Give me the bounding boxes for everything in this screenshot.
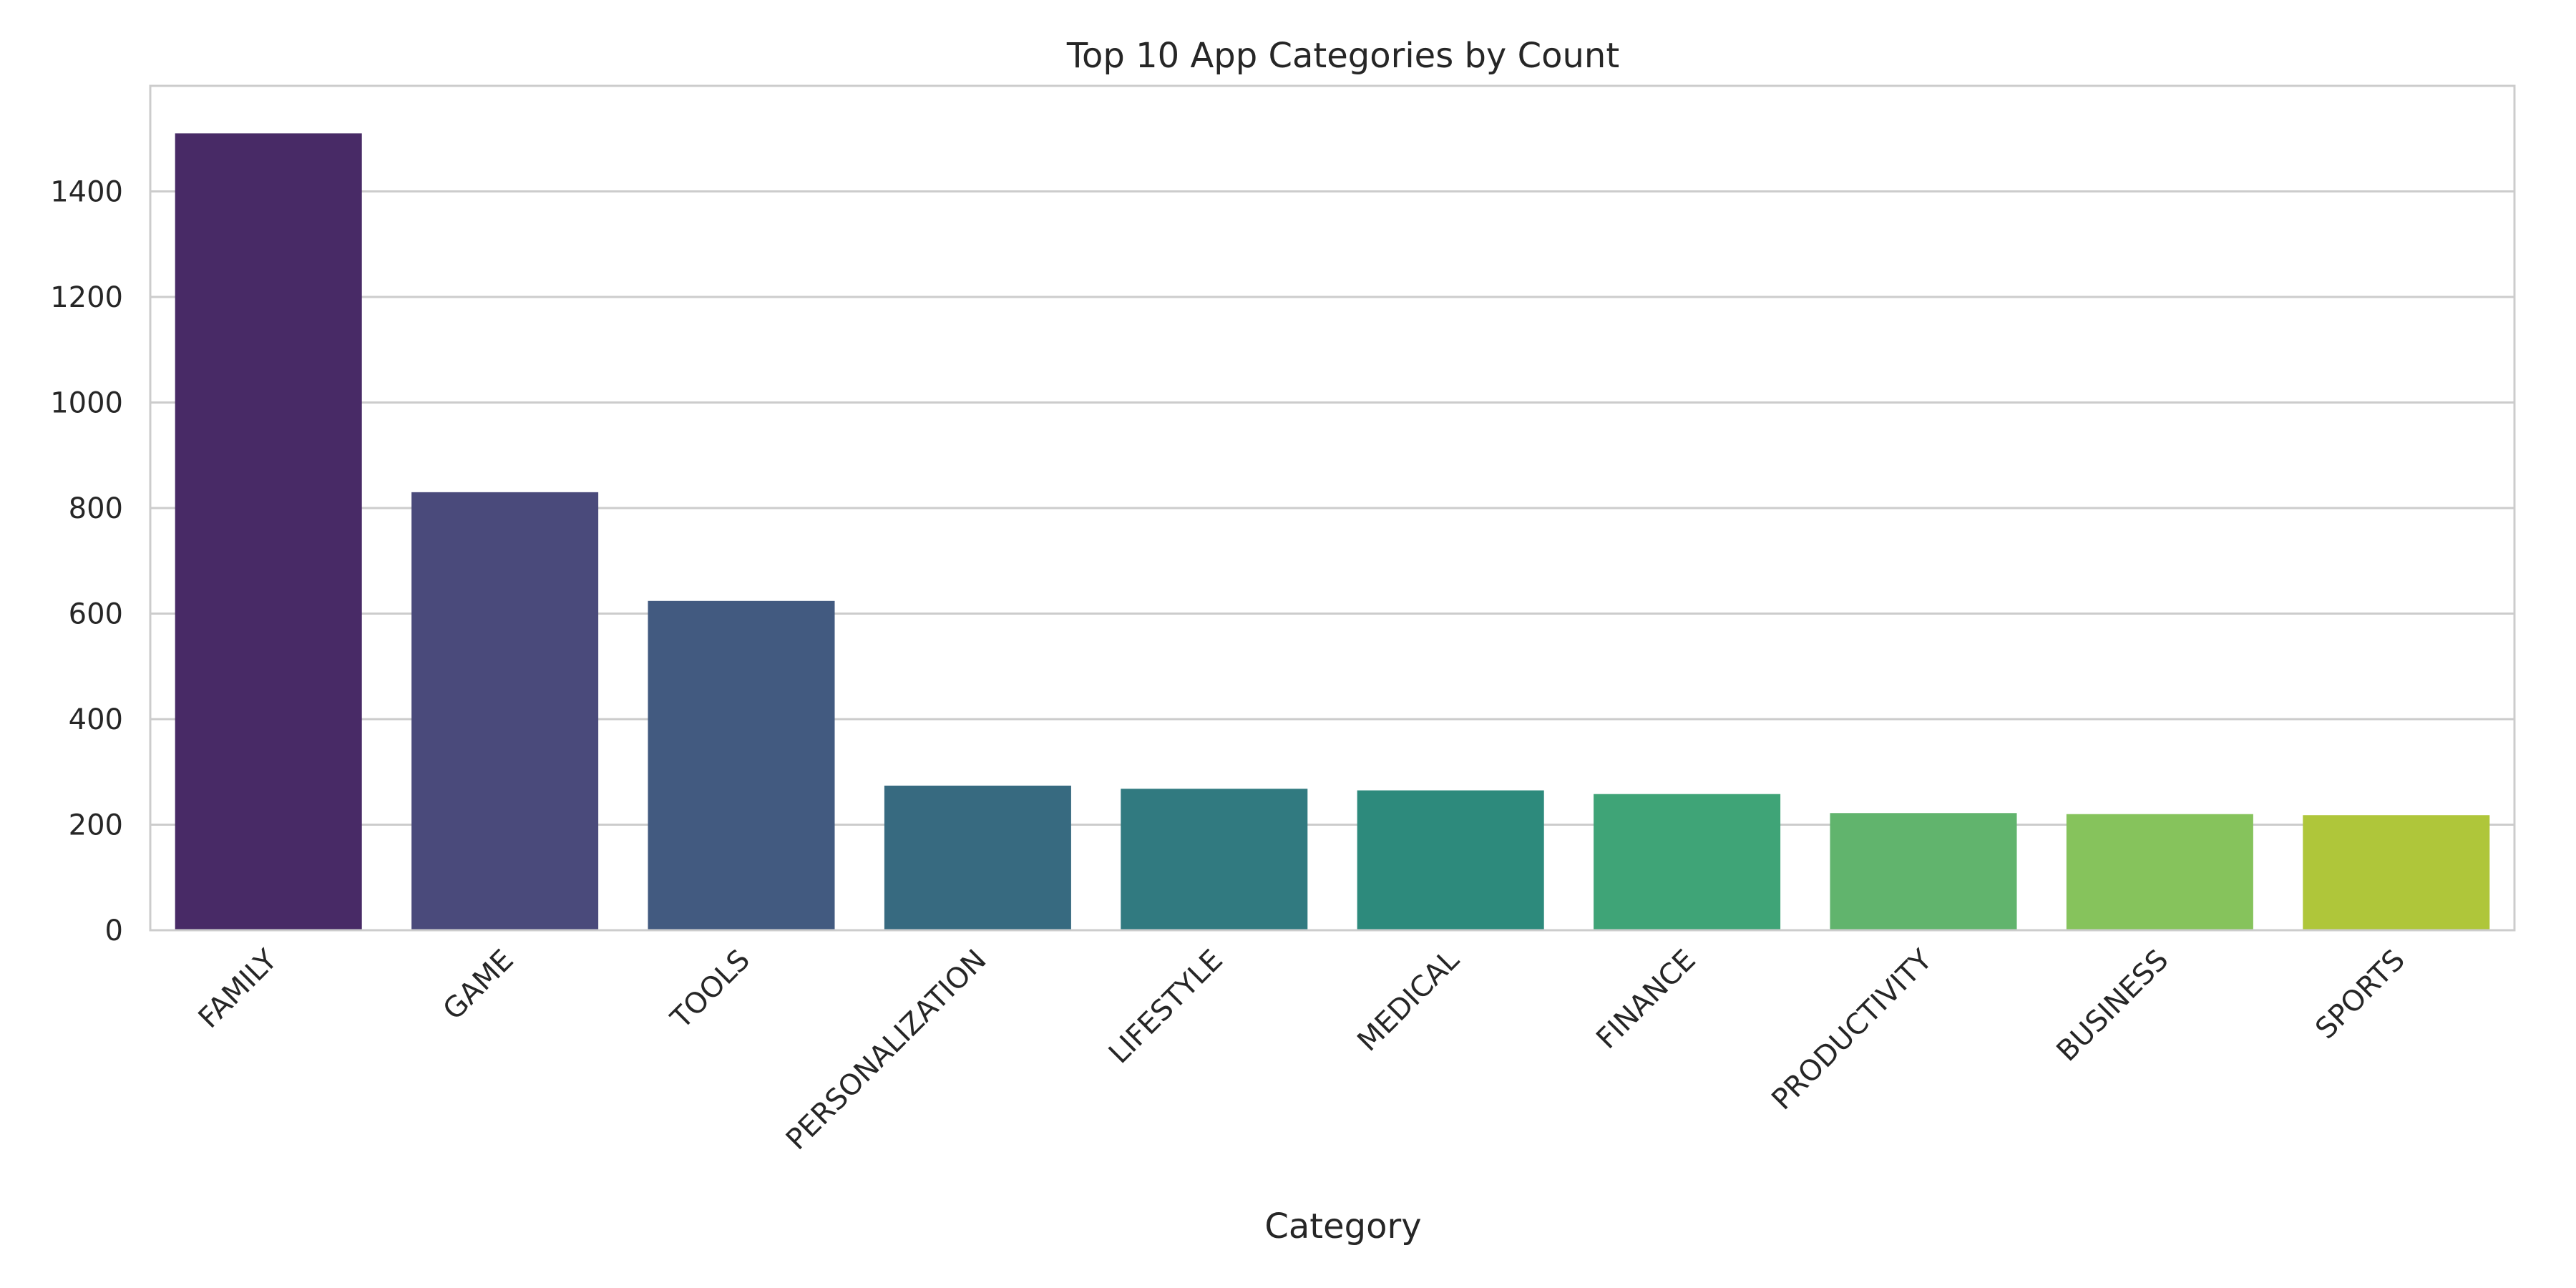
chart-title: Top 10 App Categories by Count [1066, 36, 1619, 76]
x-axis-ticks: FAMILY GAME TOOLS PERSONALIZATION LIFESTYLE M… [192, 943, 2411, 1156]
y-tick-label: 200 [69, 809, 123, 842]
bar-family [175, 133, 362, 930]
bar-game [411, 492, 599, 930]
x-tick-label: PRODUCTIVITY [1765, 943, 1938, 1116]
x-tick-label: MEDICAL [1351, 943, 1465, 1058]
y-tick-label: 1000 [50, 387, 123, 420]
plot-frame [149, 84, 2516, 932]
bar-business [2066, 814, 2253, 930]
y-axis-ticks: 0 200 400 600 800 1000 1200 1400 [50, 176, 123, 948]
y-tick-label: 1200 [50, 281, 123, 314]
bar-lifestyle [1121, 789, 1308, 930]
bar-finance [1594, 794, 1781, 930]
y-tick-label: 800 [69, 492, 123, 525]
x-tick-label: FINANCE [1590, 944, 1702, 1055]
x-axis-label: Category [1264, 1206, 1421, 1246]
x-tick-label: BUSINESS [2051, 944, 2175, 1068]
y-tick-label: 400 [69, 703, 123, 736]
bar-tools [648, 600, 835, 930]
x-tick-label: GAME [437, 944, 520, 1027]
bar-personalization [884, 785, 1071, 930]
bar-sports [2303, 815, 2490, 930]
y-tick-label: 1400 [50, 176, 123, 209]
x-tick-label: LIFESTYLE [1103, 944, 1229, 1070]
y-tick-label: 0 [105, 914, 123, 947]
bar-productivity [1830, 813, 2017, 930]
y-tick-label: 600 [69, 598, 123, 631]
x-tick-label: SPORTS [2309, 944, 2411, 1046]
x-tick-label: PERSONALIZATION [780, 944, 993, 1157]
x-tick-label: FAMILY [192, 943, 284, 1035]
x-tick-label: TOOLS [664, 944, 756, 1036]
bar-medical [1357, 790, 1544, 930]
bars [175, 133, 2490, 930]
